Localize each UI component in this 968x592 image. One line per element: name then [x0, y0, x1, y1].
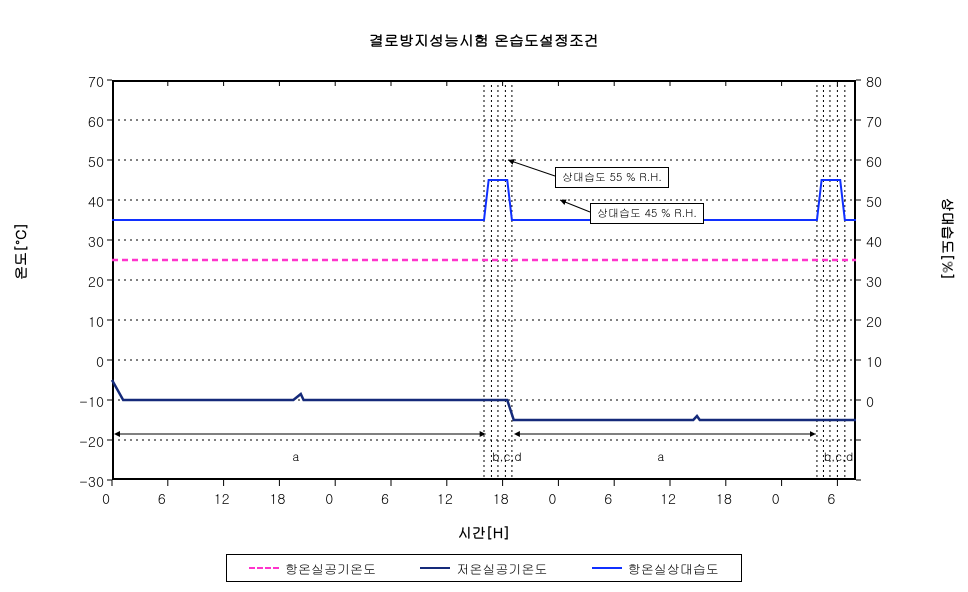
- y-right-tick: 70: [866, 111, 882, 131]
- y-left-tick: -30: [79, 471, 104, 491]
- legend-label-warm-temp: 항온실공기온도: [285, 559, 376, 578]
- interval-label: a: [292, 448, 299, 465]
- legend-swatch-warm-temp: [249, 567, 279, 569]
- y-right-tick: 60: [866, 151, 882, 171]
- interval-label: a: [657, 448, 664, 465]
- y-right-tick: 20: [866, 311, 882, 331]
- y-left-tick: -20: [79, 431, 104, 451]
- legend-swatch-cold-temp: [420, 567, 450, 569]
- legend-item-warm-rh: 항온실상대습도: [592, 559, 719, 578]
- legend-label-warm-rh: 항온실상대습도: [628, 559, 719, 578]
- x-tick: 0: [102, 488, 110, 508]
- y-left-tick: 20: [88, 271, 104, 291]
- y-left-tick: 30: [88, 231, 104, 251]
- legend-item-cold-temp: 저온실공기온도: [420, 559, 547, 578]
- callout-rh55: 상대습도 55 % R.H.: [555, 167, 669, 188]
- x-tick: 0: [548, 488, 556, 508]
- y-left-tick: 70: [88, 71, 104, 91]
- x-tick: 6: [381, 488, 389, 508]
- x-tick: 18: [269, 488, 285, 508]
- x-tick: 18: [716, 488, 732, 508]
- y-right-tick: 40: [866, 231, 882, 251]
- x-tick: 12: [437, 488, 453, 508]
- interval-label: b,c,d: [492, 448, 521, 465]
- y-left-tick: 50: [88, 151, 104, 171]
- legend-item-warm-temp: 항온실공기온도: [249, 559, 376, 578]
- x-tick: 18: [493, 488, 509, 508]
- y-left-tick: -10: [79, 391, 104, 411]
- legend-label-cold-temp: 저온실공기온도: [456, 559, 547, 578]
- chart-svg: [0, 0, 968, 592]
- x-tick: 0: [325, 488, 333, 508]
- x-tick: 12: [660, 488, 676, 508]
- y-left-tick: 10: [88, 311, 104, 331]
- legend-swatch-warm-rh: [592, 567, 622, 569]
- legend: 항온실공기온도 저온실공기온도 항온실상대습도: [226, 554, 742, 582]
- y-right-tick: 30: [866, 271, 882, 291]
- x-tick: 6: [604, 488, 612, 508]
- x-tick: 6: [158, 488, 166, 508]
- x-tick: 12: [214, 488, 230, 508]
- callout-rh45: 상대습도 45 % R.H.: [590, 203, 704, 224]
- x-tick: 0: [772, 488, 780, 508]
- y-right-tick: 0: [866, 391, 874, 411]
- interval-label: b,c,d: [824, 448, 853, 465]
- y-left-tick: 40: [88, 191, 104, 211]
- x-tick: 6: [827, 488, 835, 508]
- y-left-tick: 0: [96, 351, 104, 371]
- y-right-tick: 80: [866, 71, 882, 91]
- y-left-tick: 60: [88, 111, 104, 131]
- y-right-tick: 50: [866, 191, 882, 211]
- y-right-tick: 10: [866, 351, 882, 371]
